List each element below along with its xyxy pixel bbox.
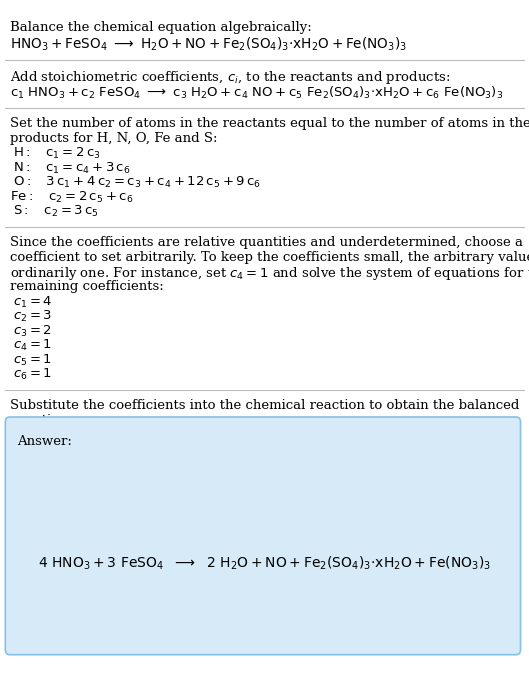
Text: remaining coefficients:: remaining coefficients: xyxy=(10,280,163,293)
Text: $c_6 = 1$: $c_6 = 1$ xyxy=(13,367,52,382)
FancyBboxPatch shape xyxy=(5,417,521,655)
Text: Balance the chemical equation algebraically:: Balance the chemical equation algebraica… xyxy=(10,21,311,34)
Text: $\mathrm{N:\quad c_1 = c_4 + 3\,c_6}$: $\mathrm{N:\quad c_1 = c_4 + 3\,c_6}$ xyxy=(13,161,131,176)
Text: $c_2 = 3$: $c_2 = 3$ xyxy=(13,309,52,324)
Text: Set the number of atoms in the reactants equal to the number of atoms in the: Set the number of atoms in the reactants… xyxy=(10,117,529,131)
Text: $c_3 = 2$: $c_3 = 2$ xyxy=(13,324,52,339)
Text: $\mathrm{Fe:\quad c_2 = 2\,c_5 + c_6}$: $\mathrm{Fe:\quad c_2 = 2\,c_5 + c_6}$ xyxy=(10,190,133,205)
Text: Add stoichiometric coefficients, $c_i$, to the reactants and products:: Add stoichiometric coefficients, $c_i$, … xyxy=(10,69,450,86)
Text: equation:: equation: xyxy=(10,414,72,427)
Text: $\mathrm{c_1\ HNO_3 + c_2\ FeSO_4\ \longrightarrow\ c_3\ H_2O + c_4\ NO + c_5\ F: $\mathrm{c_1\ HNO_3 + c_2\ FeSO_4\ \long… xyxy=(10,85,503,100)
Text: coefficient to set arbitrarily. To keep the coefficients small, the arbitrary va: coefficient to set arbitrarily. To keep … xyxy=(10,251,529,264)
Text: $c_5 = 1$: $c_5 = 1$ xyxy=(13,352,52,368)
Text: ordinarily one. For instance, set $c_4 = 1$ and solve the system of equations fo: ordinarily one. For instance, set $c_4 =… xyxy=(10,265,529,282)
Text: $c_1 = 4$: $c_1 = 4$ xyxy=(13,295,53,310)
Text: $\mathrm{H:\quad c_1 = 2\,c_3}$: $\mathrm{H:\quad c_1 = 2\,c_3}$ xyxy=(13,146,101,161)
Text: $\mathrm{O:\quad 3\,c_1 + 4\,c_2 = c_3 + c_4 + 12\,c_5 + 9\,c_6}$: $\mathrm{O:\quad 3\,c_1 + 4\,c_2 = c_3 +… xyxy=(13,175,261,190)
Text: Since the coefficients are relative quantities and underdetermined, choose a: Since the coefficients are relative quan… xyxy=(10,236,523,249)
Text: products for H, N, O, Fe and S:: products for H, N, O, Fe and S: xyxy=(10,132,217,145)
Text: $c_4 = 1$: $c_4 = 1$ xyxy=(13,338,52,353)
Text: $\mathrm{HNO_3 + FeSO_4 \ \longrightarrow \ H_2O + NO + Fe_2(SO_4)_3{\cdot}xH_2O: $\mathrm{HNO_3 + FeSO_4 \ \longrightarro… xyxy=(10,36,406,53)
Text: $\mathrm{4\ HNO_3 + 3\ FeSO_4\ \ \longrightarrow\ \ 2\ H_2O + NO + Fe_2(SO_4)_3{: $\mathrm{4\ HNO_3 + 3\ FeSO_4\ \ \longri… xyxy=(38,554,491,572)
Text: Answer:: Answer: xyxy=(17,435,72,448)
Text: $\mathrm{S:\quad c_2 = 3\,c_5}$: $\mathrm{S:\quad c_2 = 3\,c_5}$ xyxy=(13,204,99,219)
Text: Substitute the coefficients into the chemical reaction to obtain the balanced: Substitute the coefficients into the che… xyxy=(10,399,519,412)
